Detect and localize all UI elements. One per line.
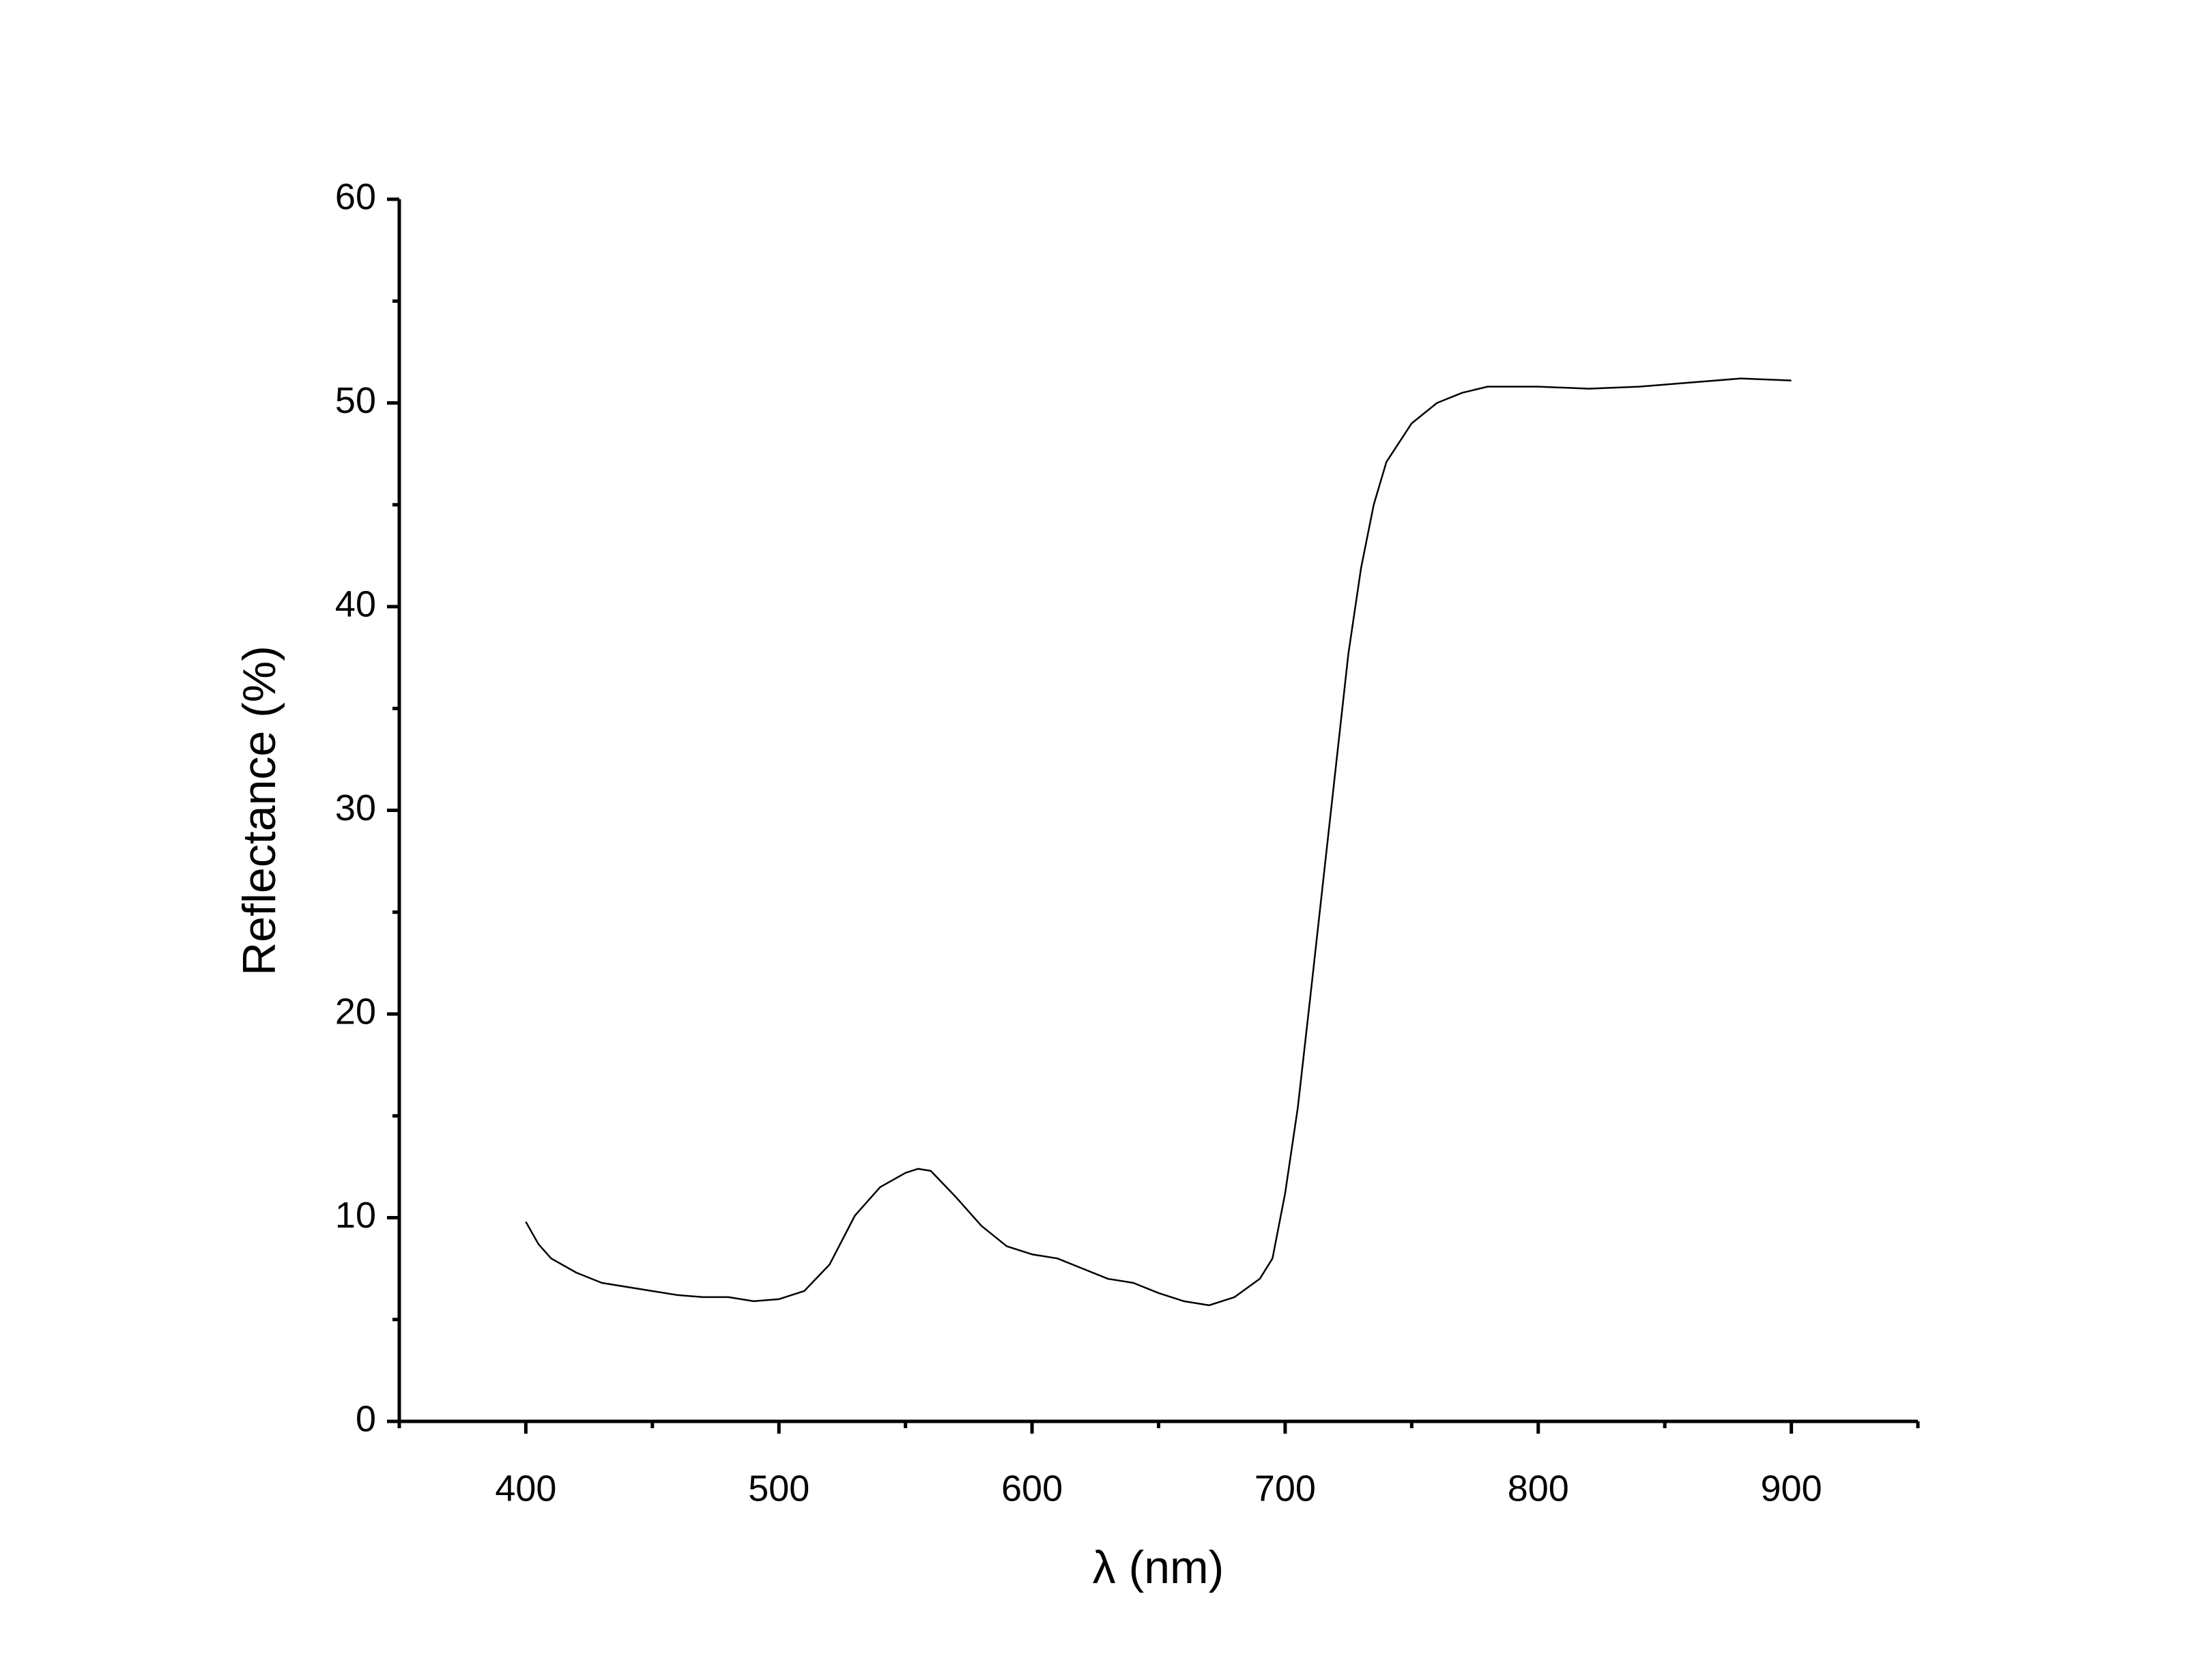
y-tick-label: 0 (356, 1398, 376, 1439)
y-tick-label: 60 (335, 176, 376, 217)
x-tick-label: 400 (495, 1468, 556, 1509)
y-tick-label: 50 (335, 380, 376, 421)
y-axis-title: Reflectance (%) (233, 646, 285, 976)
x-tick-label: 900 (1761, 1468, 1822, 1509)
x-tick-label: 700 (1254, 1468, 1316, 1509)
x-tick-label: 600 (1001, 1468, 1063, 1509)
y-tick-label: 10 (335, 1195, 376, 1236)
x-axis-title: λ (nm) (1093, 1541, 1224, 1593)
x-tick-label: 800 (1508, 1468, 1569, 1509)
y-tick-label: 30 (335, 787, 376, 828)
y-tick-label: 20 (335, 991, 376, 1032)
x-tick-label: 500 (748, 1468, 809, 1509)
data-line (525, 377, 1792, 1307)
y-tick-label: 40 (335, 583, 376, 624)
